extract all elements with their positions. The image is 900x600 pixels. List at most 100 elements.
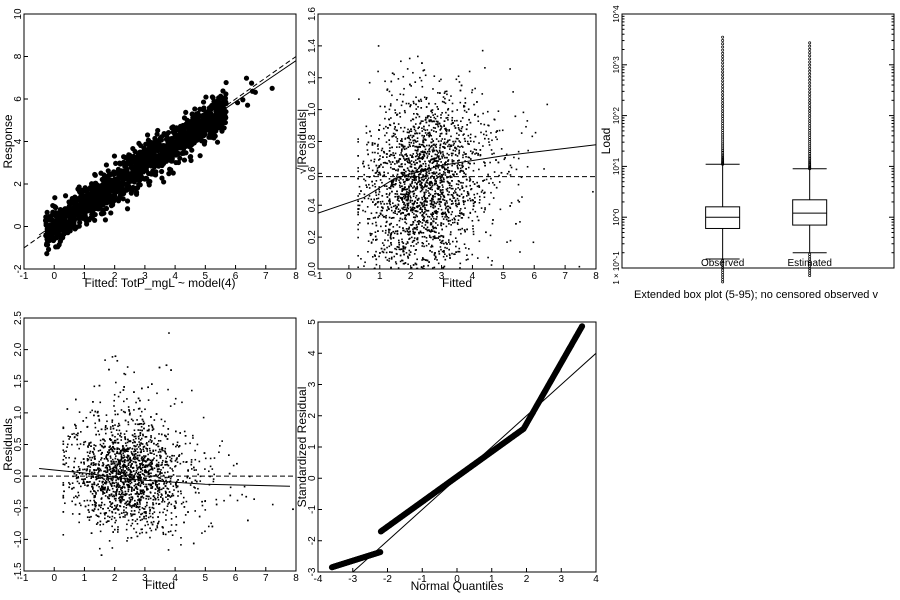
data-point: [396, 224, 398, 226]
data-point: [431, 138, 433, 140]
data-point: [407, 202, 410, 205]
data-point: [444, 143, 447, 145]
data-point: [375, 224, 378, 227]
data-point: [98, 460, 101, 463]
data-point: [105, 482, 107, 485]
data-point: [468, 118, 470, 121]
data-point: [378, 188, 380, 191]
data-point: [462, 201, 465, 204]
data-point: [142, 466, 144, 469]
data-point: [101, 196, 107, 202]
data-point: [386, 162, 389, 165]
data-point: [429, 116, 432, 119]
data-point: [403, 203, 405, 206]
data-point: [396, 206, 398, 208]
data-point: [423, 125, 425, 128]
data-point: [438, 158, 441, 161]
data-point: [54, 224, 60, 230]
data-point: [124, 198, 131, 204]
data-point: [388, 194, 391, 196]
data-point: [429, 184, 431, 187]
data-point: [381, 206, 384, 209]
data-point: [141, 152, 147, 159]
y-tick-label: 2.0: [13, 342, 24, 356]
data-point: [164, 471, 166, 474]
data-point: [435, 227, 438, 230]
data-point: [445, 200, 448, 202]
data-point: [50, 202, 56, 209]
data-point: [385, 111, 387, 113]
data-point: [421, 235, 424, 238]
data-point: [435, 231, 437, 234]
data-point: [451, 187, 454, 190]
data-point: [401, 165, 403, 168]
data-point: [223, 91, 229, 97]
data-point: [417, 167, 420, 170]
data-point: [161, 461, 163, 464]
data-point: [123, 474, 125, 476]
data-point: [463, 109, 466, 112]
data-point: [442, 145, 444, 148]
data-point: [363, 265, 365, 267]
data-point: [474, 153, 476, 155]
data-point: [415, 96, 417, 99]
data-point: [373, 254, 376, 256]
data-point: [131, 157, 137, 164]
data-point: [455, 202, 457, 205]
data-point: [138, 473, 141, 476]
data-point: [446, 152, 449, 155]
data-point: [453, 163, 456, 165]
data-point: [421, 127, 423, 130]
data-point: [145, 447, 147, 450]
data-point: [472, 205, 475, 207]
data-point: [450, 152, 453, 155]
data-point: [155, 473, 157, 476]
data-point: [156, 490, 159, 492]
data-point: [426, 171, 428, 173]
data-point: [210, 95, 216, 101]
data-point: [398, 146, 401, 148]
data-point: [401, 163, 403, 165]
data-point: [111, 169, 117, 175]
data-point: [491, 139, 493, 142]
data-point: [413, 174, 415, 177]
data-point: [378, 137, 380, 140]
data-point: [391, 183, 393, 186]
data-point: [421, 134, 423, 137]
data-point: [385, 216, 387, 219]
data-point: [425, 240, 428, 242]
data-point: [394, 247, 396, 250]
data-point: [408, 130, 411, 132]
data-point: [396, 114, 398, 116]
data-point: [390, 206, 393, 209]
data-point: [423, 135, 425, 137]
data-point: [422, 137, 425, 139]
data-point: [480, 131, 482, 134]
data-point: [421, 187, 423, 190]
data-point: [441, 184, 444, 186]
data-point: [466, 124, 468, 126]
data-point: [411, 241, 414, 243]
data-point: [543, 168, 545, 170]
data-point: [392, 186, 395, 188]
data-point: [372, 238, 375, 241]
data-point: [416, 113, 419, 116]
data-point: [424, 132, 427, 134]
data-point: [386, 156, 388, 158]
data-point: [394, 163, 396, 165]
data-point: [105, 168, 111, 174]
data-point: [458, 140, 460, 142]
data-point: [452, 144, 455, 146]
data-point: [414, 262, 417, 265]
data-point: [408, 102, 410, 105]
data-point: [410, 171, 413, 173]
data-point: [442, 96, 445, 98]
data-point: [89, 481, 91, 483]
data-point: [382, 216, 385, 218]
data-point: [364, 179, 367, 182]
data-point: [111, 479, 114, 482]
data-point: [403, 253, 405, 256]
data-point: [439, 129, 442, 131]
data-point: [108, 203, 115, 209]
x-tick-label: 8: [593, 271, 599, 282]
